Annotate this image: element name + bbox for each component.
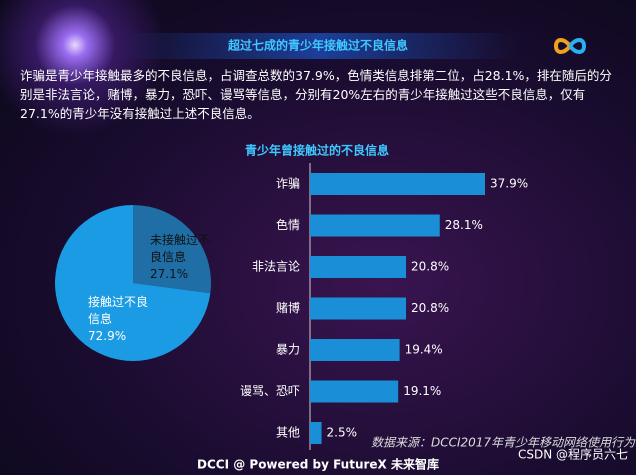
- pie-slice: [133, 205, 211, 294]
- slice-value: 72.9%: [88, 329, 127, 343]
- value-label: 20.8%: [411, 301, 449, 315]
- bar: [310, 297, 407, 320]
- category-label: 谩骂、恐吓: [240, 384, 300, 398]
- title-band: [120, 33, 520, 59]
- value-label: 37.9%: [490, 177, 528, 191]
- pie-label: 未接触过不良信息 27.1%: [150, 232, 212, 283]
- value-label: 28.1%: [445, 218, 483, 232]
- bar-chart-title: 青少年曾接触过的不良信息: [245, 143, 389, 158]
- page-title: 超过七成的青少年接触过不良信息: [227, 38, 408, 53]
- bar: [310, 256, 407, 278]
- bar: [310, 214, 440, 237]
- logo: [553, 38, 587, 54]
- pie-slice: [55, 205, 211, 361]
- bar: [310, 422, 322, 444]
- footer: DCCI @ Powered by FutureX 未来智库: [197, 457, 439, 472]
- paragraph: 诈骗是青少年接触最多的不良信息，占调查总数的37.9%，色情类信息排第二位，占2…: [20, 68, 612, 121]
- value-label: 2.5%: [327, 426, 358, 440]
- category-label: 诈骗: [276, 176, 300, 191]
- slice-name: 未接触过不良信息: [150, 233, 211, 264]
- bar: [310, 380, 399, 403]
- category-label: 色情: [276, 218, 300, 232]
- category-label: 其他: [276, 426, 300, 440]
- value-label: 20.8%: [411, 260, 449, 274]
- value-label: 19.4%: [405, 343, 443, 357]
- category-label: 非法言论: [252, 260, 300, 274]
- source: 数据来源：DCCI2017年青少年移动网络使用行为调查: [371, 436, 636, 450]
- bar: [310, 173, 485, 195]
- bar: [310, 339, 400, 361]
- pie-label: 接触过不良信息 72.9%: [88, 294, 150, 345]
- category-label: 暴力: [276, 343, 300, 357]
- slice-value: 27.1%: [150, 267, 189, 281]
- watermark: CSDN @程序员六七: [518, 447, 628, 462]
- slice-name: 接触过不良信息: [88, 295, 149, 326]
- category-label: 赌博: [276, 300, 300, 315]
- value-label: 19.1%: [403, 384, 441, 398]
